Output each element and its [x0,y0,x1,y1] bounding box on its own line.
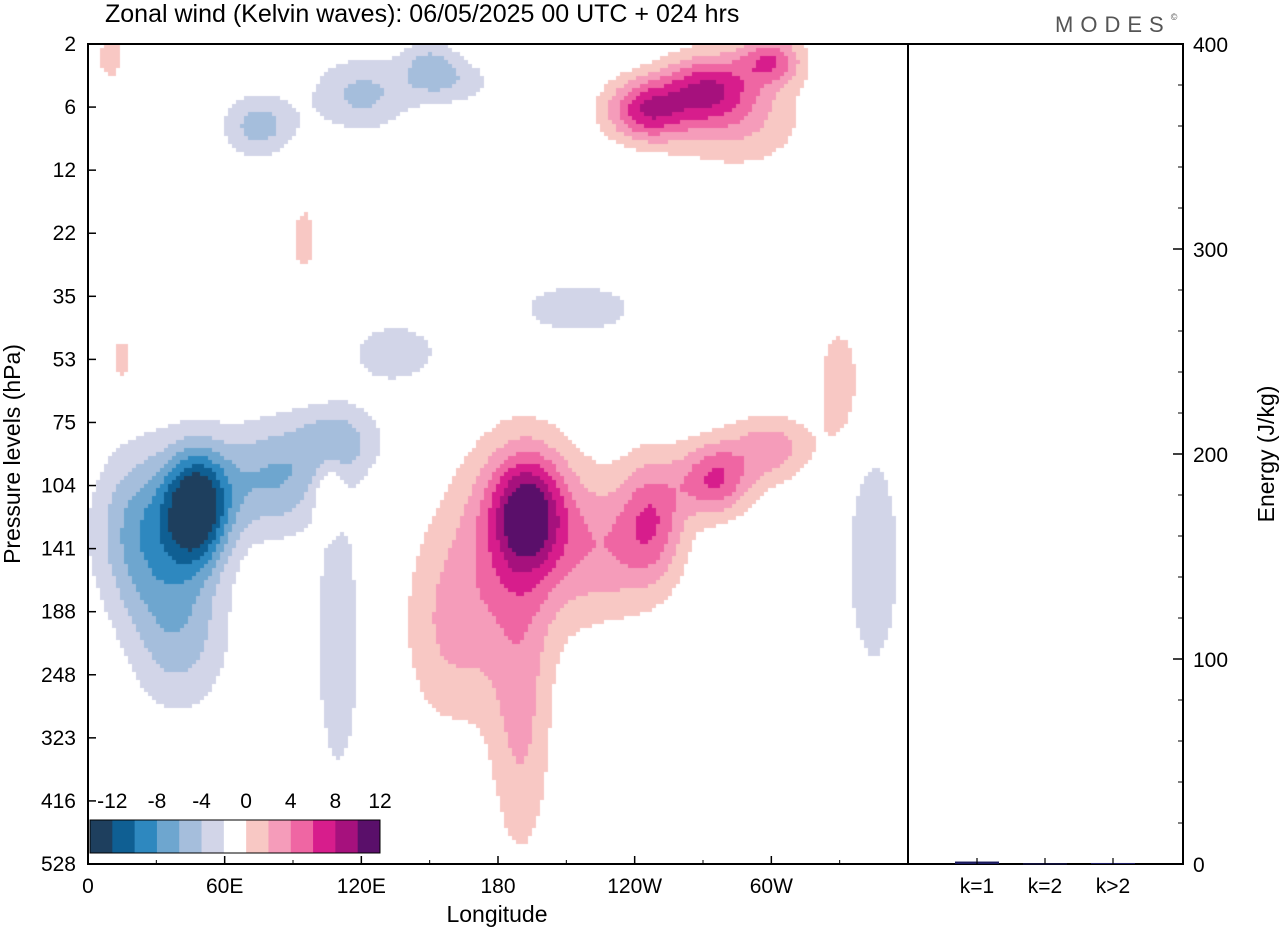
x-tick-label: 60E [206,875,243,898]
colorbar-swatch [179,820,203,853]
y-tick-label: 75 [53,411,76,434]
chart-title: Zonal wind (Kelvin waves): 06/05/2025 00… [105,0,739,28]
energy-tick-label: 100 [1193,649,1228,672]
colorbar-outline [89,819,381,854]
colorbar: -12 -8 -4 0 4 8 12 [88,784,392,862]
y-axis: 2 6 12 22 35 53 75 104 141 188 248 323 416 528 [41,33,96,876]
hovmoller-contours [88,44,908,864]
energy-category-label: k=1 [960,875,994,898]
colorbar-swatch [201,820,225,853]
colorbar-swatch [357,820,381,853]
y-tick-label: 416 [41,790,76,813]
x-axis-label: Longitude [446,901,547,927]
colorbar-swatch [335,820,359,853]
energy-tick-label: 400 [1193,34,1228,57]
energy-axis: 0 100 200 300 400 [1173,34,1228,877]
colorbar-label: 12 [368,790,391,813]
x-tick-label: 120E [337,875,386,898]
colorbar-swatch [313,820,336,853]
colorbar-label: -8 [148,790,167,813]
energy-frame [907,43,1184,865]
energy-axis-label: Energy (J/kg) [1253,386,1279,523]
energy-tick-label: 200 [1193,444,1228,467]
y-tick-label: 528 [41,853,76,876]
wind-field-image [88,44,908,864]
y-tick-label: 35 [53,285,76,308]
colorbar-swatch [156,820,180,853]
colorbar-label: -4 [192,790,211,813]
colorbar-swatch [223,820,247,853]
colorbar-label: 8 [330,790,342,813]
y-tick-label: 53 [53,348,76,371]
colorbar-label: -12 [97,790,127,813]
energy-tick-label: 300 [1193,239,1228,262]
y-tick-label: 248 [41,664,76,687]
colorbar-label: 4 [285,790,297,813]
y-tick-label: 188 [41,601,76,624]
colorbar-label: 0 [240,790,252,813]
x-axis: 0 60E 120E 180 120W 60W [82,856,841,898]
y-tick-label: 12 [53,159,76,182]
colorbar-swatch [134,820,158,853]
colorbar-swatch [290,820,314,853]
y-tick-label: 2 [64,33,76,56]
x-tick-label: 0 [82,875,94,898]
x-tick-label: 120W [607,875,662,898]
y-tick-label: 104 [41,475,76,498]
energy-tick-label: 0 [1193,854,1205,877]
colorbar-swatch [90,820,113,853]
y-tick-label: 141 [41,538,76,561]
energy-bars: k=1 k=2 k>2 [955,858,1135,898]
colorbar-swatch [112,820,136,853]
modes-logo: MODES© [1055,12,1178,37]
logo-mark: © [1171,12,1178,22]
logo-text: MODES [1055,12,1171,37]
y-tick-label: 22 [53,222,76,245]
y-tick-label: 323 [41,727,76,750]
y-tick-label: 6 [64,96,76,119]
colorbar-swatch [246,820,269,853]
colorbar-swatch [268,820,292,853]
x-tick-label: 180 [480,875,515,898]
x-tick-label: 60W [750,875,793,898]
energy-category-label: k>2 [1096,875,1130,898]
energy-category-label: k=2 [1028,875,1062,898]
y-axis-label: Pressure levels (hPa) [0,344,25,564]
